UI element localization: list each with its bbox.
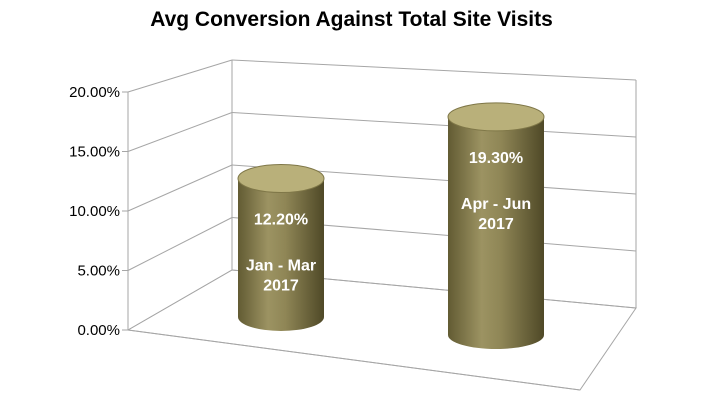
gridline-side <box>127 112 233 152</box>
category-label: 2017 <box>478 216 514 233</box>
data-label: 12.20% <box>254 212 308 229</box>
gridline-side <box>127 59 233 93</box>
chart-title: Avg Conversion Against Total Site Visits <box>150 8 553 31</box>
category-label: 2017 <box>263 278 299 295</box>
category-label: Jan - Mar <box>246 258 316 275</box>
gridline-back <box>231 112 637 138</box>
category-label: Apr - Jun <box>461 196 531 213</box>
bar-top <box>447 102 545 132</box>
y-tick-label: 0.00% <box>77 322 120 339</box>
data-label: 19.30% <box>469 150 523 167</box>
gridline-side <box>127 217 233 271</box>
bar: 12.20% Jan - Mar 2017 <box>237 164 325 331</box>
gridline-side <box>127 164 233 212</box>
y-tick-label: 10.00% <box>69 203 120 220</box>
bar-body <box>238 178 324 331</box>
floor-front-edge <box>127 329 581 391</box>
bar-top <box>237 164 325 194</box>
bar: 19.30% Apr - Jun 2017 <box>447 102 545 349</box>
y-tick-label: 15.00% <box>69 144 120 161</box>
gridline-back <box>231 59 637 81</box>
y-tick-label: 20.00% <box>69 84 120 101</box>
floor-plane <box>126 269 637 391</box>
y-tick-label: 5.00% <box>77 263 120 280</box>
bar-body <box>448 116 544 349</box>
